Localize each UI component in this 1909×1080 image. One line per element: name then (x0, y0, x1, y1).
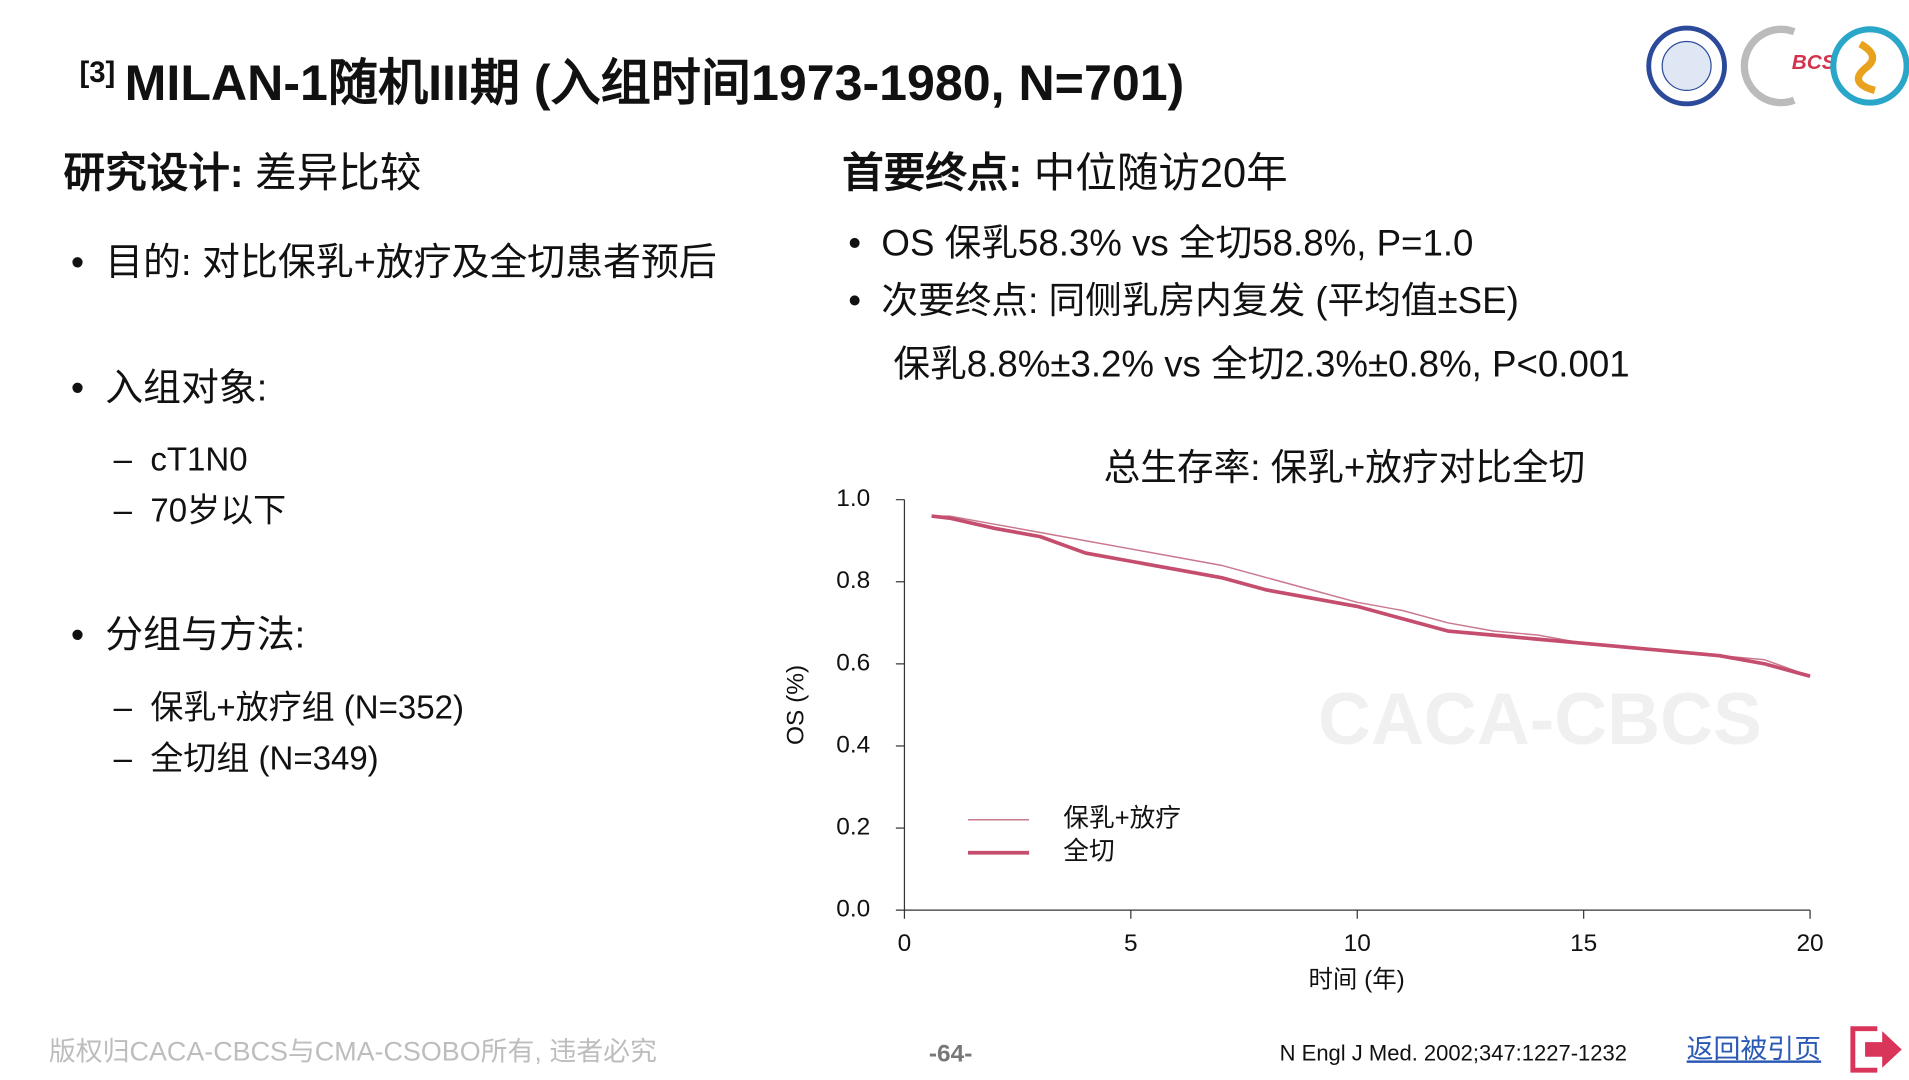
y-tick-label: 0.0 (836, 896, 870, 923)
heading-label: 研究设计: (63, 150, 244, 197)
logo-caca-inner (1661, 40, 1712, 92)
x-tick-label: 0 (898, 930, 912, 957)
sub-text: 70岁以下 (150, 492, 287, 529)
x-axis-label: 时间 (年) (1308, 966, 1404, 993)
back-icon[interactable] (1846, 1024, 1907, 1075)
right-heading: 首要终点: 中位随访20年 (842, 149, 1288, 199)
sub-text: 保乳+放疗组 (N=352) (150, 689, 464, 726)
bullet-text: 次要终点: 同侧乳房内复发 (平均值±SE) (881, 280, 1519, 322)
bullet-item: • OS 保乳58.3% vs 全切58.8%, P=1.0 (848, 223, 1474, 264)
sub-text: cT1N0 (150, 441, 248, 478)
bullet-text: OS 保乳58.3% vs 全切58.8%, P=1.0 (881, 223, 1474, 264)
icon-arrow (1865, 1031, 1902, 1068)
y-tick-label: 1.0 (836, 485, 870, 512)
copyright: 版权归CACA-CBCS与CMA-CSOBO所有, 违者必究 (48, 1036, 657, 1067)
y-tick-label: 0.4 (836, 731, 870, 758)
logo-csobo (1830, 26, 1909, 106)
back-link[interactable]: 返回被引页 (1686, 1033, 1822, 1065)
logo-bcs-ring (1740, 25, 1796, 107)
logos: BCS (1646, 25, 1909, 107)
icon-frame (1850, 1026, 1878, 1073)
logo-bcs: BCS (1792, 51, 1836, 74)
page-number: -64- (928, 1040, 973, 1068)
x-tick-label: 20 (1796, 930, 1823, 957)
chart-title: 总生存率: 保乳+放疗对比全切 (1104, 447, 1586, 488)
heading-text: 差异比较 (255, 150, 422, 197)
watermark: CACA-CBCS (1318, 678, 1762, 760)
logo-csobo-mark (1854, 40, 1877, 94)
x-tick-label: 5 (1124, 930, 1138, 957)
y-tick-label: 0.8 (836, 567, 870, 594)
x-tick-label: 10 (1344, 930, 1371, 957)
sub-item: – 70岁以下 (113, 492, 287, 529)
slide-title: MILAN-1随机III期 (入组时间1973-1980, N=701) (124, 54, 1185, 112)
series-line (931, 514, 1811, 678)
chart: CACA-CBCS 总生存率: 保乳+放疗对比全切 OS (%) 时间 (年) … (782, 447, 1823, 993)
bullet-item: • 分组与方法: (70, 613, 306, 657)
y-axis-label: OS (%) (782, 665, 809, 745)
bullet-text: 目的: 对比保乳+放疗及全切患者预后 (105, 240, 717, 284)
continuation: 保乳8.8%±3.2% vs 全切2.3%±0.8%, P<0.001 (893, 344, 1630, 385)
bullet-text: 分组与方法: (105, 613, 306, 657)
bullet-item: • 目的: 对比保乳+放疗及全切患者预后 (70, 240, 717, 284)
sub-item: – cT1N0 (113, 441, 248, 478)
bullet-item: • 入组对象: (70, 366, 268, 410)
y-tick-label: 0.2 (836, 814, 870, 841)
sub-item: – 保乳+放疗组 (N=352) (113, 689, 464, 726)
legend-label: 全切 (1063, 837, 1114, 866)
x-tick-label: 15 (1570, 930, 1597, 957)
title-ref: [3] (79, 56, 116, 90)
sub-text: 全切组 (N=349) (150, 740, 379, 778)
bullet-text: 入组对象: (105, 366, 268, 410)
heading-label: 首要终点: (842, 150, 1023, 197)
heading-text: 中位随访20年 (1033, 150, 1288, 197)
citation: N Engl J Med. 2002;347:1227-1232 (1279, 1040, 1627, 1066)
logo-caca (1646, 25, 1727, 107)
legend-label: 保乳+放疗 (1063, 804, 1181, 833)
bullet-item: • 次要终点: 同侧乳房内复发 (平均值±SE) (848, 280, 1519, 322)
left-heading: 研究设计: 差异比较 (64, 149, 422, 199)
sub-item: – 全切组 (N=349) (113, 740, 379, 778)
y-tick-label: 0.6 (836, 649, 870, 676)
